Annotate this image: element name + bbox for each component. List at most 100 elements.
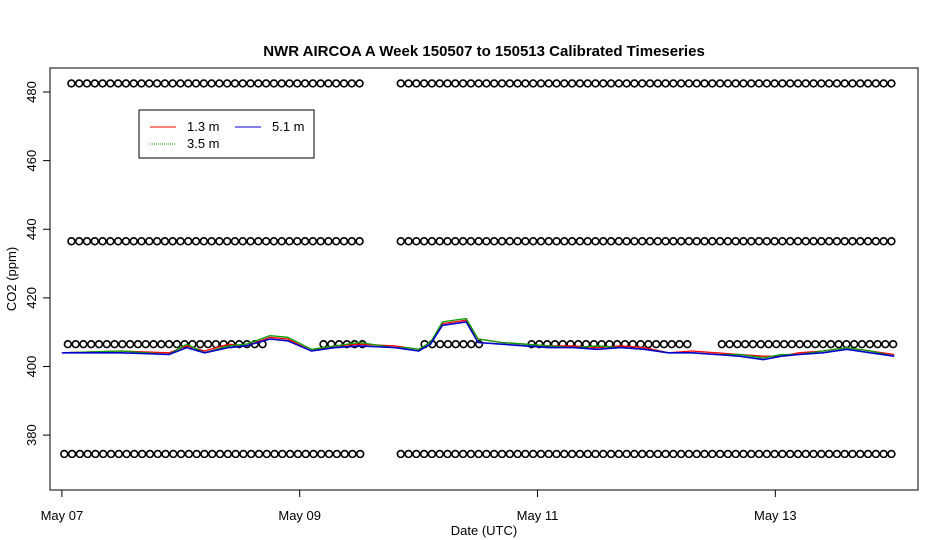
flag-marker: [254, 449, 264, 459]
flag-marker: [67, 237, 76, 246]
flag-marker: [888, 339, 898, 349]
flag-marker: [215, 449, 225, 459]
flag-marker: [355, 237, 364, 246]
flag-marker: [708, 449, 717, 459]
flag-marker: [419, 449, 429, 459]
flag-marker: [762, 449, 772, 459]
flag-marker: [67, 449, 77, 459]
flag-marker: [863, 79, 873, 88]
flag-marker: [145, 237, 154, 246]
flag-marker: [474, 79, 483, 88]
flag-marker: [207, 79, 216, 88]
flag-marker: [262, 449, 271, 459]
flag-marker: [145, 449, 155, 459]
flag-marker: [754, 449, 764, 459]
flag-marker: [754, 79, 764, 88]
flag-marker: [848, 79, 857, 88]
flag-marker: [497, 449, 507, 459]
flag-marker: [285, 449, 295, 459]
flag-marker: [879, 79, 888, 88]
flag-marker: [779, 339, 789, 349]
flag-marker: [199, 237, 209, 246]
legend: 1.3 m 5.1 m 3.5 m: [138, 109, 315, 159]
flag-marker: [230, 237, 240, 246]
flag-marker: [560, 237, 569, 246]
flag-marker: [832, 237, 842, 246]
flag-marker: [723, 449, 733, 459]
flag-marker: [700, 79, 709, 88]
flag-marker: [669, 449, 678, 459]
flag-marker: [591, 237, 600, 246]
flag-marker: [505, 237, 515, 246]
flag-marker: [222, 79, 232, 88]
flag-marker: [82, 237, 92, 246]
flag-marker: [770, 79, 779, 88]
flag-marker: [160, 79, 170, 88]
flag-marker: [653, 237, 662, 246]
flag-markers: [60, 79, 898, 459]
flag-marker: [451, 449, 460, 459]
flag-marker: [113, 237, 123, 246]
flag-marker: [223, 449, 233, 459]
flag-marker: [176, 449, 186, 459]
flag-marker: [863, 449, 873, 459]
flag-marker: [246, 79, 255, 88]
flag-marker: [396, 79, 405, 88]
flag-marker: [857, 339, 867, 349]
flag-marker: [269, 237, 279, 246]
flag-marker: [606, 237, 616, 246]
flag-marker: [684, 237, 694, 246]
flag-marker: [419, 237, 429, 246]
flag-marker: [200, 449, 209, 459]
flag-marker: [396, 237, 405, 246]
flag-marker: [630, 237, 639, 246]
flag-marker: [811, 339, 820, 349]
flag-marker: [544, 79, 553, 88]
flag-marker: [739, 449, 748, 459]
series-lines: [61, 317, 895, 361]
flag-marker: [164, 339, 174, 349]
flag-marker: [801, 79, 810, 88]
flag-marker: [778, 449, 787, 459]
flag-marker: [605, 339, 614, 349]
legend-label-1-3m: 1.3 m: [187, 119, 220, 134]
flag-marker: [427, 79, 437, 88]
flag-marker: [466, 237, 476, 246]
flag-marker: [309, 449, 318, 459]
flag-marker: [176, 237, 185, 246]
flag-marker: [79, 339, 88, 349]
flag-marker: [114, 449, 123, 459]
flag-marker: [505, 449, 515, 459]
flag-marker: [630, 79, 639, 88]
flag-marker: [60, 449, 69, 459]
flag-marker: [149, 339, 158, 349]
flag-marker: [778, 237, 787, 246]
flag-marker: [809, 449, 818, 459]
flag-marker: [196, 339, 205, 349]
flag-marker: [513, 449, 522, 459]
flag-marker: [871, 449, 881, 459]
flag-marker: [536, 79, 546, 88]
flag-marker: [340, 449, 349, 459]
flag-marker: [106, 449, 116, 459]
flag-marker: [71, 339, 80, 349]
y-tick-label-0: 380: [24, 424, 39, 446]
flag-marker: [842, 339, 851, 349]
flag-marker: [824, 79, 834, 88]
flag-marker: [285, 237, 294, 246]
flag-marker: [614, 449, 624, 459]
flag-marker: [490, 449, 499, 459]
flag-marker: [83, 449, 92, 459]
flag-marker: [708, 237, 717, 246]
flag-marker: [856, 237, 865, 246]
flag-marker: [887, 79, 896, 88]
flag-marker: [747, 237, 756, 246]
flag-marker: [809, 79, 818, 88]
flag-marker: [278, 449, 287, 459]
flag-marker: [692, 237, 701, 246]
flag-marker: [785, 237, 795, 246]
flag-marker: [168, 237, 177, 246]
flag-marker: [137, 79, 146, 88]
flag-marker: [152, 79, 162, 88]
flag-marker: [490, 237, 499, 246]
